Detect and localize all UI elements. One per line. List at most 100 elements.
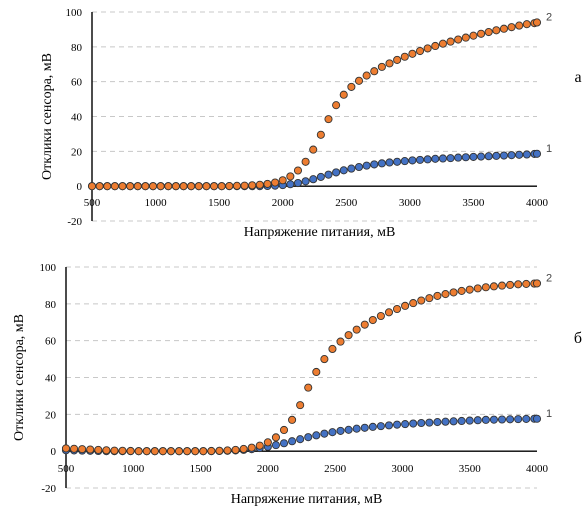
data-point <box>174 447 184 456</box>
data-point <box>207 446 216 456</box>
x-tick-label: 2500 <box>324 463 347 475</box>
data-point <box>385 158 394 167</box>
data-point <box>271 433 280 442</box>
data-point <box>461 153 470 162</box>
data-point <box>425 294 434 303</box>
data-point <box>301 157 310 166</box>
data-point <box>532 18 542 27</box>
data-point <box>465 285 474 294</box>
data-point <box>86 445 95 454</box>
data-point <box>393 157 402 166</box>
x-tick-label: 3000 <box>399 197 422 209</box>
data-point <box>423 155 432 164</box>
data-point <box>279 425 289 435</box>
data-point <box>481 415 490 424</box>
y-tick-label: 0 <box>77 181 83 193</box>
data-point <box>336 337 345 346</box>
data-point <box>481 283 490 292</box>
x-tick-label: 1000 <box>145 197 168 209</box>
data-point <box>532 149 542 158</box>
data-point <box>360 320 369 329</box>
data-point <box>362 161 371 170</box>
series-label: 1 <box>546 143 552 155</box>
data-point <box>477 152 486 161</box>
data-point <box>344 331 353 340</box>
data-point <box>415 46 425 56</box>
data-point <box>328 344 337 354</box>
data-point <box>368 315 377 325</box>
x-tick-label: 2500 <box>335 197 358 209</box>
data-point <box>446 37 455 46</box>
x-axis-title: Напряжение питания, мВ <box>231 492 383 507</box>
series-label: 1 <box>546 408 552 420</box>
data-point <box>473 416 482 425</box>
y-axis-title: Отклики сенсора, мВ <box>12 314 27 441</box>
y-axis-title: Отклики сенсора, мВ <box>40 53 55 180</box>
y-tick-label: 40 <box>45 373 57 385</box>
x-tick-label: 4000 <box>526 463 549 475</box>
data-point <box>454 35 463 44</box>
data-point <box>438 154 447 163</box>
y-tick-label: -20 <box>67 216 82 228</box>
data-point <box>438 39 447 48</box>
data-point <box>497 281 507 290</box>
data-point <box>102 446 111 455</box>
x-tick-label: 4000 <box>526 197 549 209</box>
data-point <box>377 62 386 71</box>
data-point <box>473 284 482 293</box>
data-point <box>336 426 345 435</box>
data-point <box>293 166 303 175</box>
data-point <box>225 181 234 191</box>
data-point <box>255 441 264 450</box>
data-point <box>187 182 196 191</box>
data-point <box>263 438 272 447</box>
data-point <box>126 182 135 191</box>
data-point <box>370 67 379 76</box>
data-point <box>408 49 417 58</box>
data-point <box>156 182 165 191</box>
data-point <box>271 178 280 187</box>
data-point <box>497 415 507 424</box>
data-point <box>454 153 463 162</box>
data-point <box>61 444 71 453</box>
data-point <box>515 21 524 30</box>
data-point <box>324 170 333 179</box>
data-point <box>446 154 455 163</box>
y-tick-label: 100 <box>66 7 83 19</box>
data-point <box>370 160 379 169</box>
data-point <box>449 417 458 426</box>
data-point <box>506 280 515 289</box>
y-tick-label: -20 <box>41 483 56 495</box>
data-point <box>126 446 135 456</box>
data-point <box>368 422 377 431</box>
data-point <box>461 33 470 42</box>
data-point <box>118 446 127 455</box>
data-point <box>304 383 313 392</box>
data-point <box>316 172 325 181</box>
data-point <box>309 145 318 154</box>
chart-panel-1: -20 0 20 40 60 80 100 500 1000 1500 2000 2500 3000 35… <box>40 7 582 240</box>
data-point <box>408 156 417 165</box>
data-point <box>158 447 167 456</box>
data-point <box>409 299 418 308</box>
series-label: 2 <box>546 272 552 284</box>
y-tick-label: 100 <box>40 262 57 274</box>
x-tick-label: 3000 <box>391 463 414 475</box>
data-point <box>376 311 385 321</box>
data-point <box>271 441 280 450</box>
data-point <box>324 115 333 124</box>
data-point <box>522 414 531 423</box>
data-point <box>309 175 318 184</box>
series-2 <box>61 279 542 456</box>
data-point <box>87 182 97 191</box>
data-point <box>210 182 219 191</box>
data-point <box>118 182 127 191</box>
data-point <box>477 29 486 38</box>
x-tick-label: 2000 <box>257 463 280 475</box>
data-point <box>409 419 418 428</box>
data-point <box>312 431 321 440</box>
data-point <box>217 182 226 191</box>
data-point <box>141 182 150 191</box>
data-point <box>110 446 119 455</box>
